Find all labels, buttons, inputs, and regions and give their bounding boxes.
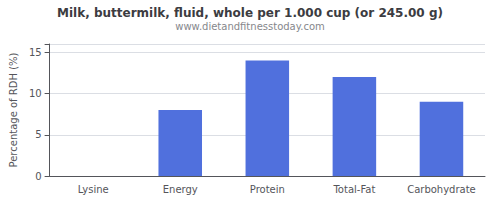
svg-text:www.dietandfitnesstoday.com: www.dietandfitnesstoday.com [175,21,324,32]
svg-text:Total-Fat: Total-Fat [332,184,375,195]
svg-text:15: 15 [29,47,42,58]
svg-text:0: 0 [35,171,41,182]
svg-text:10: 10 [29,88,42,99]
svg-text:Protein: Protein [250,184,285,195]
svg-text:Energy: Energy [163,184,198,195]
svg-text:5: 5 [35,129,41,140]
svg-text:Milk, buttermilk, fluid, whole: Milk, buttermilk, fluid, whole per 1.000… [57,6,443,20]
svg-text:Percentage of RDH (%): Percentage of RDH (%) [8,52,19,167]
svg-text:Carbohydrate: Carbohydrate [407,184,476,195]
svg-text:Lysine: Lysine [78,184,109,195]
